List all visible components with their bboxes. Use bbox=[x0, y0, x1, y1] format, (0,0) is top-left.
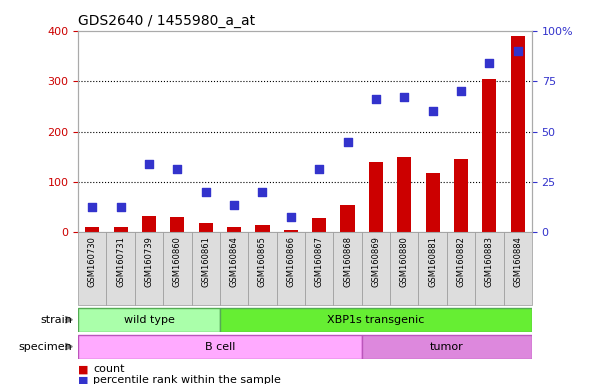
Text: GSM160869: GSM160869 bbox=[371, 236, 380, 287]
Bar bbox=[369, 162, 383, 232]
Bar bbox=[340, 205, 355, 232]
Point bbox=[314, 166, 324, 172]
Text: GSM160865: GSM160865 bbox=[258, 236, 267, 287]
Text: GDS2640 / 1455980_a_at: GDS2640 / 1455980_a_at bbox=[78, 14, 255, 28]
Text: specimen: specimen bbox=[19, 341, 72, 352]
FancyBboxPatch shape bbox=[390, 232, 418, 305]
FancyBboxPatch shape bbox=[106, 232, 135, 305]
FancyBboxPatch shape bbox=[78, 308, 220, 332]
Text: GSM160861: GSM160861 bbox=[201, 236, 210, 287]
Text: GSM160882: GSM160882 bbox=[457, 236, 466, 287]
FancyBboxPatch shape bbox=[135, 232, 163, 305]
FancyBboxPatch shape bbox=[334, 232, 362, 305]
Point bbox=[456, 88, 466, 94]
FancyBboxPatch shape bbox=[78, 232, 106, 305]
Bar bbox=[255, 225, 270, 232]
Point bbox=[258, 189, 267, 195]
FancyBboxPatch shape bbox=[192, 232, 220, 305]
Bar bbox=[312, 218, 326, 232]
FancyBboxPatch shape bbox=[163, 232, 192, 305]
FancyBboxPatch shape bbox=[418, 232, 447, 305]
Point bbox=[88, 204, 97, 210]
FancyBboxPatch shape bbox=[447, 232, 475, 305]
Text: tumor: tumor bbox=[430, 341, 464, 352]
Text: count: count bbox=[93, 364, 124, 374]
Text: B cell: B cell bbox=[205, 341, 235, 352]
Bar bbox=[284, 230, 298, 232]
Text: wild type: wild type bbox=[124, 314, 174, 325]
Bar bbox=[114, 227, 128, 232]
Text: GSM160880: GSM160880 bbox=[400, 236, 409, 287]
Text: GSM160866: GSM160866 bbox=[286, 236, 295, 287]
Text: GSM160730: GSM160730 bbox=[88, 236, 97, 287]
Point bbox=[513, 48, 522, 54]
Point bbox=[343, 139, 352, 145]
Bar bbox=[511, 36, 525, 232]
Text: GSM160731: GSM160731 bbox=[116, 236, 125, 287]
Text: GSM160883: GSM160883 bbox=[485, 236, 494, 287]
Bar bbox=[397, 157, 411, 232]
Bar bbox=[454, 159, 468, 232]
Text: percentile rank within the sample: percentile rank within the sample bbox=[93, 375, 281, 384]
Bar bbox=[85, 227, 99, 232]
Bar bbox=[199, 223, 213, 232]
Text: strain: strain bbox=[40, 314, 72, 325]
Bar bbox=[426, 173, 440, 232]
Bar bbox=[227, 227, 241, 232]
FancyBboxPatch shape bbox=[78, 334, 362, 359]
Point bbox=[230, 202, 239, 208]
Point bbox=[400, 94, 409, 100]
Point bbox=[286, 214, 296, 220]
Text: ■: ■ bbox=[78, 375, 88, 384]
Text: GSM160868: GSM160868 bbox=[343, 236, 352, 287]
Text: GSM160860: GSM160860 bbox=[173, 236, 182, 287]
Point bbox=[172, 166, 182, 172]
Point bbox=[371, 96, 380, 102]
Text: GSM160739: GSM160739 bbox=[144, 236, 153, 287]
Text: GSM160884: GSM160884 bbox=[513, 236, 522, 287]
FancyBboxPatch shape bbox=[248, 232, 276, 305]
FancyBboxPatch shape bbox=[504, 232, 532, 305]
Point bbox=[201, 189, 210, 195]
Text: ■: ■ bbox=[78, 364, 88, 374]
FancyBboxPatch shape bbox=[276, 232, 305, 305]
FancyBboxPatch shape bbox=[220, 232, 248, 305]
Point bbox=[428, 108, 438, 114]
FancyBboxPatch shape bbox=[475, 232, 504, 305]
FancyBboxPatch shape bbox=[362, 334, 532, 359]
FancyBboxPatch shape bbox=[305, 232, 334, 305]
Text: GSM160867: GSM160867 bbox=[315, 236, 324, 287]
Point bbox=[116, 204, 126, 210]
FancyBboxPatch shape bbox=[362, 232, 390, 305]
Text: GSM160864: GSM160864 bbox=[230, 236, 239, 287]
Point bbox=[144, 161, 154, 167]
Point bbox=[484, 60, 494, 66]
Bar bbox=[482, 79, 496, 232]
Text: XBP1s transgenic: XBP1s transgenic bbox=[327, 314, 424, 325]
Bar bbox=[142, 216, 156, 232]
Text: GSM160881: GSM160881 bbox=[428, 236, 437, 287]
FancyBboxPatch shape bbox=[220, 308, 532, 332]
Bar bbox=[170, 217, 185, 232]
